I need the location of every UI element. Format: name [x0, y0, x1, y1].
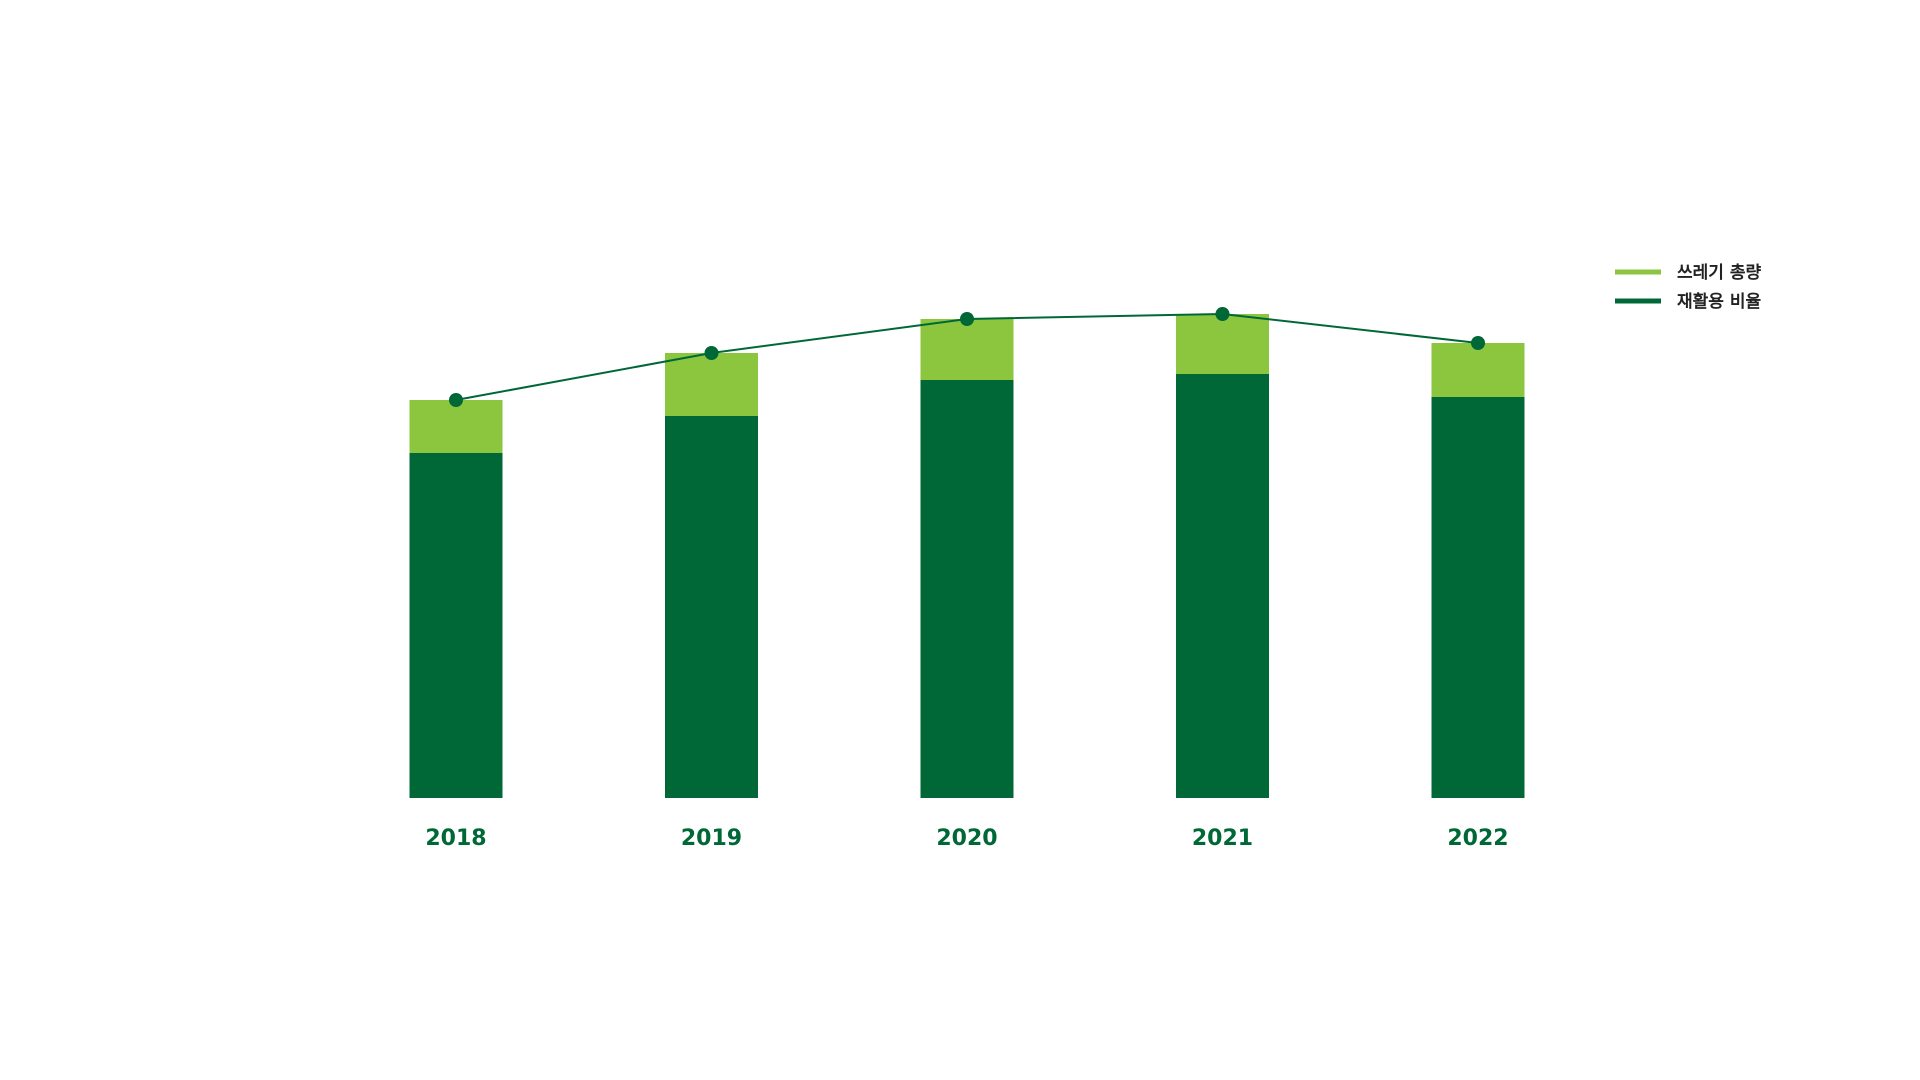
- x-tick-label-2019: 2019: [681, 826, 742, 851]
- trend-point-2018: [449, 393, 463, 407]
- trend-point-2020: [960, 312, 974, 326]
- x-tick-label-2020: 2020: [936, 826, 997, 851]
- bar-2019-series-1: [665, 353, 758, 416]
- x-axis-ticks: 2018 2019 2020 2021 2022: [425, 826, 1508, 851]
- bar-2021-series-0: [1176, 374, 1269, 798]
- x-tick-label-2022: 2022: [1447, 826, 1508, 851]
- bar-2020-series-1: [920, 319, 1014, 380]
- x-tick-label-2021: 2021: [1192, 826, 1253, 851]
- legend-label-0: 쓰레기 총량: [1677, 263, 1761, 283]
- bar-2018-series-1: [409, 400, 503, 453]
- bar-2019-series-0: [665, 416, 758, 798]
- trend-point-2022: [1471, 336, 1485, 350]
- bar-2021-series-1: [1176, 314, 1269, 374]
- bars-group: [409, 314, 1525, 798]
- bar-2018-series-0: [409, 453, 503, 798]
- legend-label-1: 재활용 비율: [1677, 291, 1761, 312]
- trend-point-2021: [1215, 307, 1230, 321]
- bar-2022-series-0: [1431, 397, 1525, 798]
- x-tick-label-2018: 2018: [425, 826, 486, 851]
- trend-line-group: [449, 307, 1485, 407]
- bar-2022-series-1: [1431, 343, 1525, 397]
- trend-point-2019: [704, 346, 719, 360]
- bar-2020-series-0: [920, 380, 1014, 798]
